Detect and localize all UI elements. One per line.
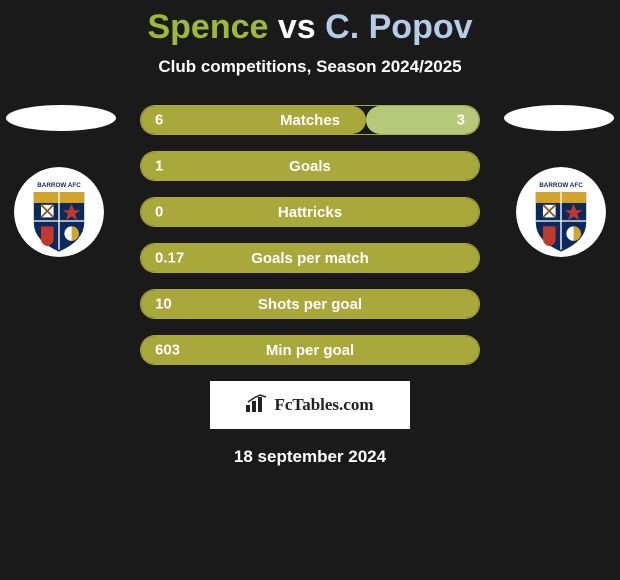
stat-row: 0Hattricks xyxy=(140,197,480,227)
stat-row: 10Shots per goal xyxy=(140,289,480,319)
stat-bars: 6Matches3 1Goals 0Hattricks 0.17Goals per m… xyxy=(140,105,480,365)
crest-right: BARROW AFC xyxy=(516,167,606,257)
stat-value-right: 3 xyxy=(457,112,465,129)
stat-label: Min per goal xyxy=(141,342,479,359)
stat-row: 603Min per goal xyxy=(140,335,480,365)
stat-row: 0.17Goals per match xyxy=(140,243,480,273)
title-player2: C. Popov xyxy=(325,8,472,46)
stat-label: Goals xyxy=(141,158,479,175)
crest-left-svg: BARROW AFC xyxy=(14,167,104,257)
crest-left: BARROW AFC xyxy=(14,167,104,257)
svg-text:BARROW AFC: BARROW AFC xyxy=(37,182,81,189)
stat-label: Goals per match xyxy=(141,250,479,267)
title-vs: vs xyxy=(278,8,316,46)
svg-text:BARROW AFC: BARROW AFC xyxy=(539,182,583,189)
crest-right-svg: BARROW AFC xyxy=(516,167,606,257)
title-player1: Spence xyxy=(147,8,268,46)
stat-row: 1Goals xyxy=(140,151,480,181)
fctables-logo: FcTables.com xyxy=(210,381,410,429)
stats-area: BARROW AFC BARROW AFC 6Matches3 1Goals 0Ha… xyxy=(0,105,620,365)
ellipse-left xyxy=(6,105,116,131)
stat-row: 6Matches3 xyxy=(140,105,480,135)
page-title: Spence vs C. Popov xyxy=(147,8,472,47)
stat-label: Hattricks xyxy=(141,204,479,221)
date-label: 18 september 2024 xyxy=(234,447,386,467)
logo-text: FcTables.com xyxy=(274,395,373,415)
comparison-container: Spence vs C. Popov Club competitions, Se… xyxy=(0,0,620,467)
ellipse-right xyxy=(504,105,614,131)
stat-label: Matches xyxy=(141,112,479,129)
stat-label: Shots per goal xyxy=(141,296,479,313)
chart-icon xyxy=(246,394,268,417)
subtitle: Club competitions, Season 2024/2025 xyxy=(158,57,461,77)
